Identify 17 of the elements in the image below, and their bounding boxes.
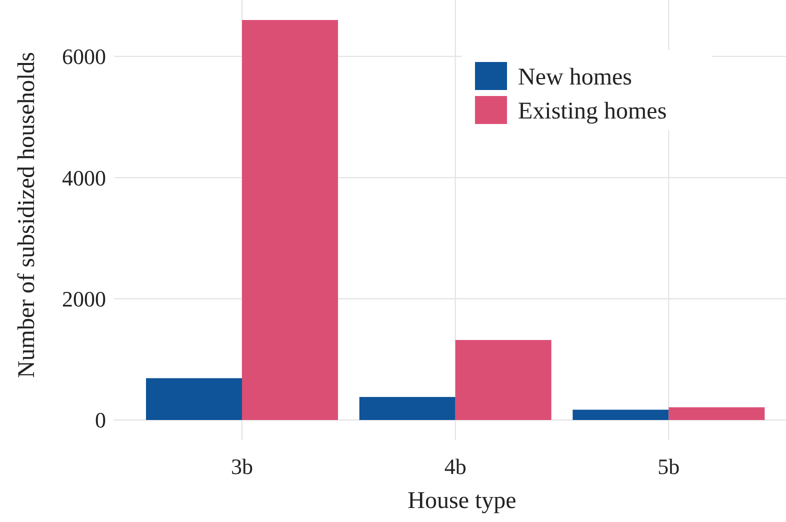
bar	[146, 378, 242, 420]
y-tick-label: 2000	[62, 286, 106, 312]
bar	[572, 410, 669, 420]
bar	[668, 407, 765, 420]
bar	[242, 20, 338, 420]
x-tick-label: 5b	[658, 454, 680, 479]
x-tick-label: 3b	[231, 454, 253, 479]
legend-label: Existing homes	[518, 98, 667, 124]
x-tick-label: 4b	[444, 454, 466, 479]
bar	[359, 396, 456, 420]
y-axis-title: Number of subsidized households	[14, 52, 40, 378]
y-tick-label: 0	[95, 408, 106, 433]
bar	[455, 340, 552, 420]
y-tick-label: 6000	[62, 44, 106, 70]
x-axis-title: House type	[408, 488, 516, 514]
y-tick-label: 4000	[62, 165, 106, 190]
legend-label: New homes	[518, 64, 632, 90]
